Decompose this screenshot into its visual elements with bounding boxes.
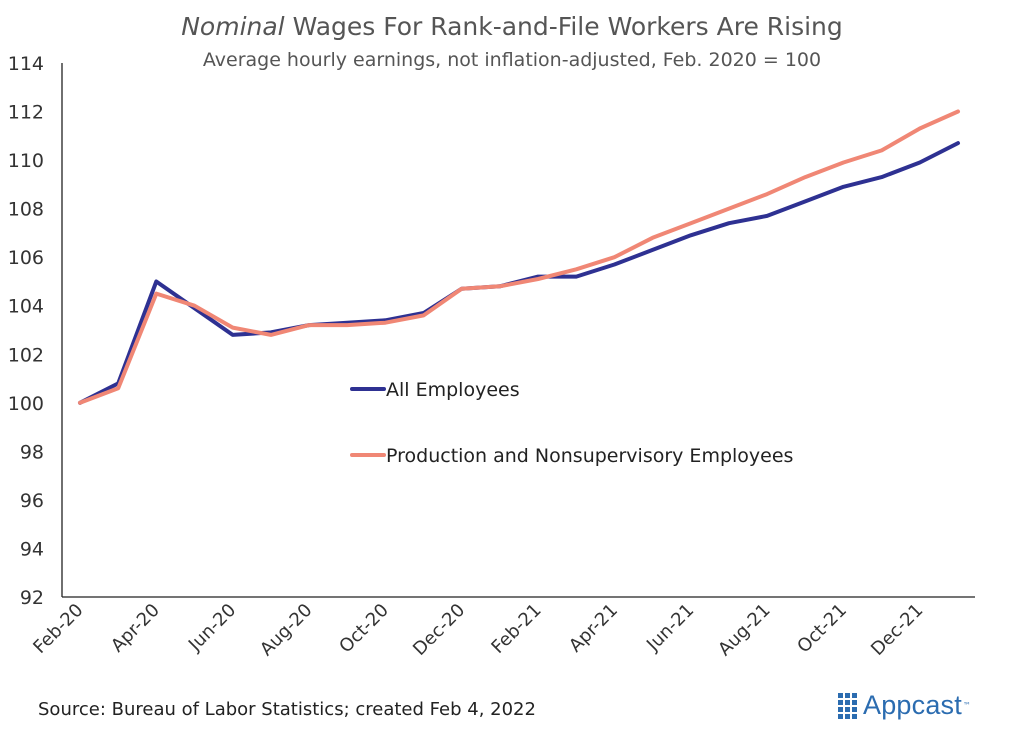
legend-production-nonsupervisory-label: Production and Nonsupervisory Employees — [386, 445, 793, 467]
y-tick-label: 114 — [8, 53, 44, 75]
x-tick-label: Dec-21 — [867, 600, 927, 660]
chart-title: Nominal Wages For Rank-and-File Workers … — [0, 12, 1024, 41]
y-tick-label: 104 — [8, 296, 44, 318]
appcast-logo: Appcast ™ — [838, 690, 971, 721]
appcast-logo-icon — [838, 692, 857, 719]
x-tick-label: Dec-20 — [409, 600, 469, 660]
y-tick-label: 112 — [8, 102, 44, 124]
series-line-production-nonsupervisory — [78, 109, 960, 405]
y-tick-label: 110 — [8, 150, 44, 172]
x-tick-label: Apr-21 — [565, 600, 622, 657]
y-tick-label: 92 — [20, 587, 44, 609]
legend-all-employees-label: All Employees — [386, 379, 520, 401]
logo-trademark: ™ — [962, 701, 971, 710]
y-tick-label: 102 — [8, 344, 44, 366]
y-tick-label: 94 — [20, 538, 44, 560]
x-tick-label: Feb-21 — [487, 600, 545, 658]
x-tick-label: Aug-21 — [714, 600, 774, 660]
chart-title-italic: Nominal — [181, 12, 285, 41]
y-tick-label: 106 — [8, 247, 44, 269]
chart-subtitle: Average hourly earnings, not inflation-a… — [202, 49, 822, 71]
logo-text: Appcast — [863, 690, 962, 720]
x-tick-label: Aug-20 — [256, 600, 316, 660]
x-tick-label: Oct-20 — [335, 600, 393, 658]
x-tick-label: Jun-21 — [642, 600, 698, 656]
x-tick-label: Jun-20 — [184, 600, 240, 656]
source-note: Source: Bureau of Labor Statistics; crea… — [38, 699, 536, 720]
x-tick-label: Apr-20 — [107, 600, 164, 657]
x-tick-label: Oct-21 — [793, 600, 851, 658]
chart-title-rest: Wages For Rank-and-File Workers Are Risi… — [292, 12, 843, 41]
y-tick-label: 108 — [8, 199, 44, 221]
series-line-all-employees — [78, 141, 960, 405]
y-tick-label: 100 — [8, 393, 44, 415]
y-tick-label: 96 — [20, 490, 44, 512]
y-tick-label: 98 — [20, 441, 44, 463]
